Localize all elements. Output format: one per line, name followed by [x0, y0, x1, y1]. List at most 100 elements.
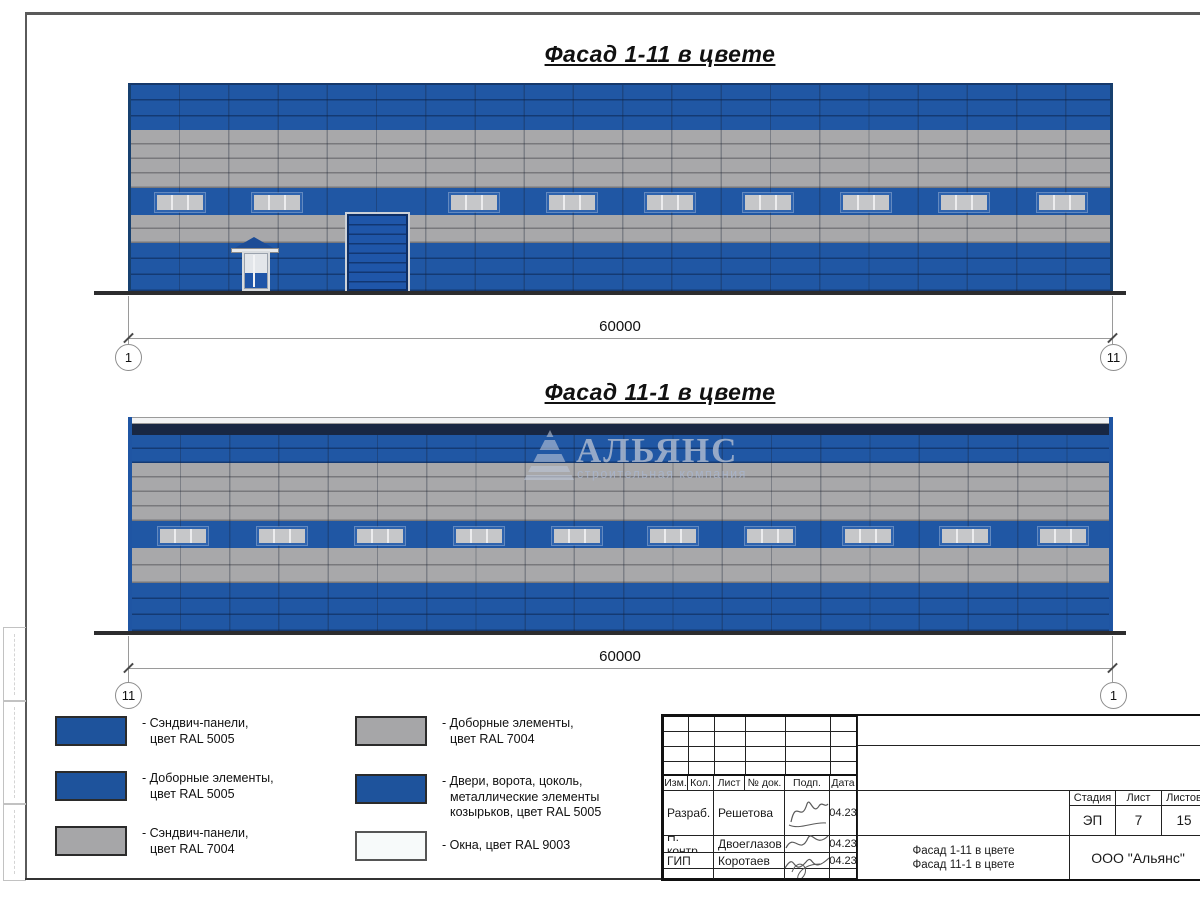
titleblock-role: Разраб. [664, 791, 714, 836]
legend-item: - Доборные элементы, цвет RAL 7004 [355, 716, 574, 747]
company-name-cell: ООО "Альянс" [1069, 835, 1200, 880]
facade-1-drawing [128, 83, 1113, 291]
facade-1-title: Фасад 1-11 в цвете [544, 41, 776, 67]
doc-title-line: Фасад 11-1 в цвете [912, 858, 1015, 871]
window [745, 527, 795, 545]
legend-label: цвет RAL 7004 [150, 841, 235, 856]
margin-stamp-box [3, 700, 26, 805]
legend-swatch [55, 826, 127, 856]
empty-cell [714, 869, 785, 879]
facade-panel-band-blue [131, 243, 1110, 291]
window [743, 193, 793, 212]
window [843, 527, 893, 545]
window [355, 527, 405, 545]
titleblock-empty-cell [857, 745, 1200, 791]
legend-item: - Сэндвич-панели, цвет RAL 7004 [55, 826, 248, 857]
stage-value-cell: ЭП [1069, 805, 1116, 836]
facade-panel-band-gray [132, 548, 1109, 583]
axis-marker: 11 [115, 682, 142, 709]
extension-line [128, 636, 129, 682]
legend-label: - Сэндвич-панели, [142, 716, 249, 730]
window [552, 527, 602, 545]
legend-label: - Сэндвич-панели, [142, 826, 249, 840]
titleblock-empty-cell [857, 715, 1200, 746]
legend-label: цвет RAL 5005 [150, 786, 235, 801]
axis-marker: 1 [1100, 682, 1127, 709]
window [1037, 193, 1087, 212]
titleblock-name: Двоеглазов [714, 836, 785, 853]
window [1038, 527, 1088, 545]
extension-line [1112, 296, 1113, 344]
legend-swatch [55, 771, 127, 801]
axis-marker: 11 [1100, 344, 1127, 371]
dimension-value: 60000 [599, 648, 641, 665]
legend-swatch [55, 716, 127, 746]
sheets-label-cell: Листов [1161, 790, 1200, 806]
sheets-value-cell: 15 [1161, 805, 1200, 836]
window [257, 527, 307, 545]
titleblock-header: Лист [714, 776, 745, 791]
empty-cell [830, 869, 856, 879]
empty-cell [664, 869, 714, 879]
sheet-frame-left [25, 12, 27, 880]
dimension-value: 60000 [599, 318, 641, 335]
legend-item: - Доборные элементы, цвет RAL 5005 [55, 771, 274, 802]
legend-item: - Двери, ворота, цоколь, металлические эл… [355, 774, 601, 821]
titleblock-header: Подп. [785, 776, 830, 791]
margin-stamp-box [3, 803, 26, 881]
legend-label: - Двери, ворота, цоколь, [442, 774, 583, 788]
window [940, 527, 990, 545]
doc-title-line: Фасад 1-11 в цвете [912, 844, 1015, 857]
facade-parapet-band [132, 424, 1109, 435]
legend-label: цвет RAL 7004 [450, 731, 535, 746]
facade-panel-band-blue [132, 583, 1109, 631]
entrance-canopy [233, 237, 275, 249]
window [252, 193, 302, 212]
facade-panel-band-gray [131, 130, 1110, 188]
dimension-line [128, 668, 1113, 669]
window [645, 193, 695, 212]
window [547, 193, 597, 212]
legend-item: - Сэндвич-панели, цвет RAL 5005 [55, 716, 248, 747]
extension-line [1112, 636, 1113, 682]
titleblock-header: Дата [830, 777, 856, 791]
titleblock-date: 04.23 [830, 853, 856, 869]
window [648, 527, 698, 545]
window [158, 527, 208, 545]
dimension-line [128, 338, 1113, 339]
signature-cell [785, 853, 830, 869]
legend-swatch [355, 774, 427, 804]
titleblock-header: № док. [745, 776, 785, 791]
window [449, 193, 499, 212]
titleblock-header: Кол. [688, 776, 714, 791]
sheet-value-cell: 7 [1115, 805, 1162, 836]
titleblock-date: 04.23 [830, 791, 856, 836]
titleblock-role: ГИП [664, 853, 714, 869]
sheet-label-cell: Лист [1115, 790, 1162, 806]
entrance-door [242, 251, 270, 291]
sheet-frame-bottom [25, 878, 1200, 880]
window [155, 193, 205, 212]
legend-label: металлические элементы [450, 789, 600, 804]
facade-2-title: Фасад 11-1 в цвете [544, 379, 776, 405]
legend-label: цвет RAL 5005 [150, 731, 235, 746]
margin-stamp-box [3, 627, 26, 702]
facade-panel-band-gray [132, 463, 1109, 521]
signature-cell [785, 836, 830, 853]
legend-label: - Доборные элементы, [442, 716, 574, 730]
window [841, 193, 891, 212]
facade-panel-band-blue [131, 85, 1110, 130]
legend-item: - Окна, цвет RAL 9003 [355, 831, 570, 861]
window [454, 527, 504, 545]
sheet-frame-top [25, 12, 1200, 15]
legend-label: - Окна, цвет RAL 9003 [442, 838, 571, 853]
facade-panel-band-blue [132, 435, 1109, 463]
legend-label: козырьков, цвет RAL 5005 [450, 805, 602, 819]
ground-line [94, 631, 1126, 635]
axis-marker: 1 [115, 344, 142, 371]
sectional-gate [347, 214, 408, 291]
watermark-subtitle: строительная компания [577, 467, 747, 481]
facade-panel-band-gray [131, 215, 1110, 243]
stage-label-cell: Стадия [1069, 790, 1116, 806]
legend-swatch [355, 831, 427, 861]
